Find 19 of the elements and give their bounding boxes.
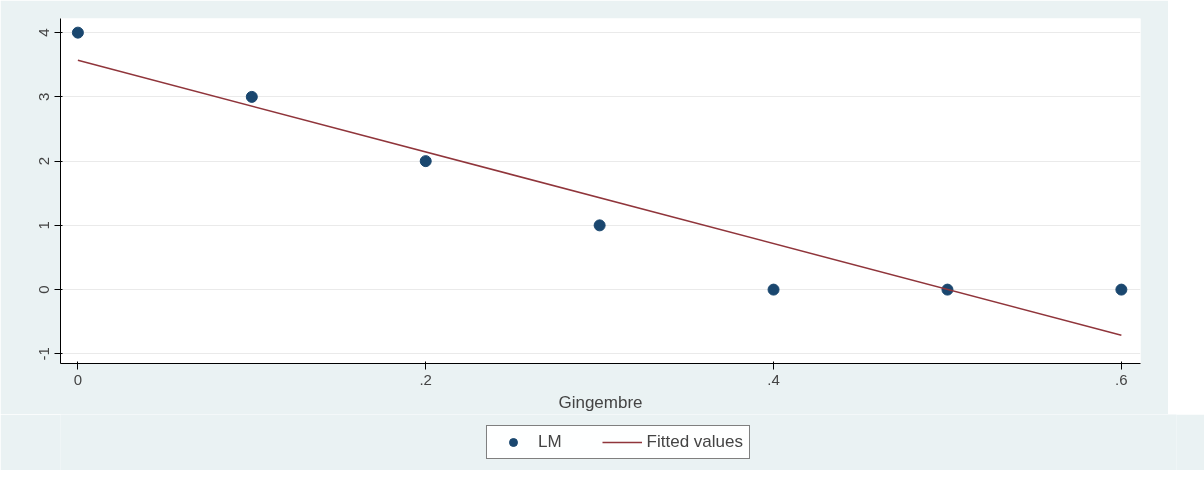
point: [419, 155, 432, 168]
y-tick-label: 3: [35, 92, 53, 102]
y-tick-label: 0: [35, 285, 53, 294]
x-tick-label: .2: [419, 370, 432, 388]
point: [767, 283, 780, 296]
y-tick-label: -1: [35, 347, 53, 361]
legend-label: Fitted values: [646, 432, 744, 452]
y-tick-label: 2: [35, 156, 53, 166]
x-tick-label: 0: [73, 370, 83, 388]
point: [593, 219, 606, 232]
x-tick-label: .4: [767, 370, 780, 388]
point: [1115, 283, 1128, 296]
point: [71, 26, 84, 39]
legend-label: LM: [537, 432, 562, 452]
x-axis-title: Gingembre: [558, 392, 643, 412]
y-tick-label: 1: [35, 221, 53, 230]
x-tick-label: .6: [1115, 370, 1128, 388]
y-tick-label: 4: [35, 28, 53, 37]
point: [245, 90, 258, 103]
